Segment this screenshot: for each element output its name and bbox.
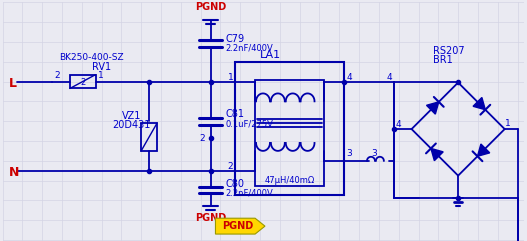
Text: 2.2nF/400V: 2.2nF/400V <box>226 188 273 197</box>
Text: BK250-400-SZ: BK250-400-SZ <box>60 53 124 62</box>
Text: 2.2nF/400V: 2.2nF/400V <box>226 44 273 53</box>
Text: 20D431: 20D431 <box>112 120 151 130</box>
Text: 3: 3 <box>371 149 377 158</box>
Text: 4: 4 <box>346 73 352 81</box>
Text: L: L <box>8 77 16 90</box>
Text: 0.1uF/275V: 0.1uF/275V <box>226 119 273 128</box>
Text: RS207: RS207 <box>433 46 465 56</box>
Bar <box>70 75 95 88</box>
Text: 2: 2 <box>80 78 85 87</box>
Text: BR1: BR1 <box>433 55 453 65</box>
Polygon shape <box>431 148 443 161</box>
Text: PGND: PGND <box>195 2 226 12</box>
Text: 3: 3 <box>346 149 352 158</box>
Text: 4: 4 <box>386 73 392 81</box>
Text: C81: C81 <box>226 109 245 119</box>
Text: VZ1: VZ1 <box>122 111 141 121</box>
Bar <box>141 123 157 151</box>
Text: 2: 2 <box>228 162 233 171</box>
Text: PGND: PGND <box>222 221 253 231</box>
Text: C80: C80 <box>226 179 245 188</box>
Bar <box>255 80 325 186</box>
Text: 1: 1 <box>228 73 233 81</box>
Text: RV1: RV1 <box>92 62 111 72</box>
Polygon shape <box>477 144 490 156</box>
Text: PGND: PGND <box>195 213 226 223</box>
Text: LA1: LA1 <box>259 50 280 60</box>
Text: 4: 4 <box>396 120 402 129</box>
Bar <box>235 62 344 195</box>
Text: 1: 1 <box>505 119 511 128</box>
Text: 2: 2 <box>200 134 206 143</box>
Polygon shape <box>473 97 485 110</box>
Polygon shape <box>216 218 265 234</box>
Text: 47μH/40mΩ: 47μH/40mΩ <box>265 175 315 185</box>
Text: C79: C79 <box>226 34 245 44</box>
Text: N: N <box>8 166 19 179</box>
Polygon shape <box>426 102 439 114</box>
Text: 2: 2 <box>54 71 60 80</box>
Text: 1: 1 <box>97 71 103 80</box>
